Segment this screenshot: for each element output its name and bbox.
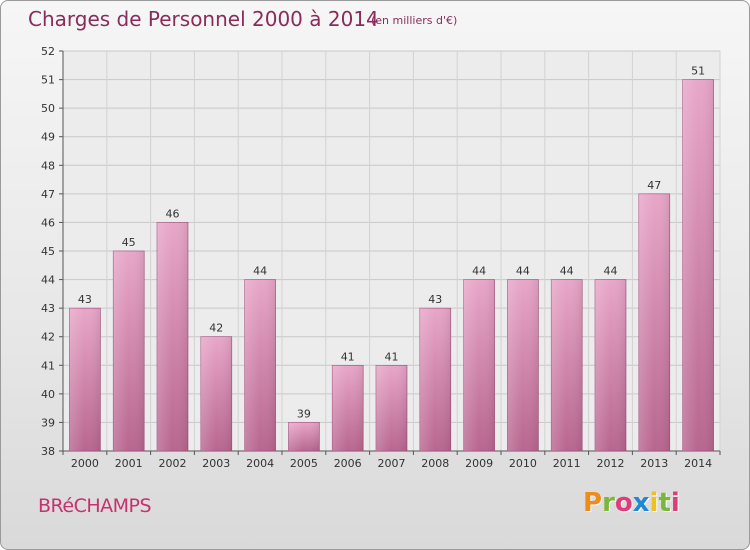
y-tick-label: 52 [41,45,55,58]
y-tick-label: 39 [41,416,55,429]
y-tick-label: 43 [41,302,55,315]
value-label-2009: 44 [472,265,486,278]
y-tick-label: 45 [41,245,55,258]
value-label-2007: 41 [385,350,399,363]
proxiti-logo: Proxiti [583,488,680,518]
chart-subtitle: (en milliers d'€) [371,14,458,27]
y-tick-label: 51 [41,74,55,87]
labels: 43 2000 45 2001 46 2002 42 2003 44 2004 39 2005 41 20… [71,65,712,470]
logo-letter: o [614,488,633,518]
bar-shade-2013 [638,193,670,451]
place-name: BRéCHAMPS [38,495,152,517]
y-tick-label: 40 [41,388,55,401]
value-label-2002: 46 [166,207,180,220]
value-label-2010: 44 [516,265,530,278]
bar-shade-2003 [200,336,232,451]
x-tick-label-2014: 2014 [684,457,712,470]
x-tick-label-2002: 2002 [159,457,187,470]
y-tick-label: 44 [41,274,55,287]
x-tick-label-2007: 2007 [378,457,406,470]
bar-shade-2006 [332,365,364,451]
value-label-2013: 47 [647,179,661,192]
x-tick-label-2003: 2003 [202,457,230,470]
x-tick-label-2008: 2008 [421,457,449,470]
y-tick-label: 50 [41,102,55,115]
bar-shade-2005 [288,422,320,451]
bar-shade-2008 [419,308,451,451]
x-tick-label-2000: 2000 [71,457,99,470]
x-tick-label-2005: 2005 [290,457,318,470]
bar-shade-2002 [157,222,188,451]
y-tick-label: 48 [41,159,55,172]
bar-shade-2011 [551,279,583,451]
value-label-2011: 44 [560,265,574,278]
bar-shade-2009 [463,279,495,451]
value-label-2006: 41 [341,350,355,363]
bars [69,79,714,452]
y-tick-label: 41 [41,359,55,372]
y-tick-label: 47 [41,188,55,201]
bar-shade-2004 [244,279,276,451]
value-label-2004: 44 [253,265,267,278]
value-label-2000: 43 [78,293,92,306]
x-tick-label-2011: 2011 [553,457,581,470]
value-label-2014: 51 [691,65,705,78]
value-label-2005: 39 [297,407,311,420]
bar-shade-2014 [682,79,714,452]
y-tick-label: 49 [41,131,55,144]
logo-letter: r [602,488,615,518]
x-tick-label-2013: 2013 [640,457,668,470]
bar-shade-2000 [69,308,101,451]
bar-shade-2012 [595,279,626,451]
value-label-2008: 43 [428,293,442,306]
value-label-2012: 44 [604,265,618,278]
logo-letter: i [649,488,659,518]
logo-letter: t [658,488,671,518]
x-tick-label-2004: 2004 [246,457,274,470]
y-tick-label: 38 [41,445,55,458]
bar-shade-2001 [113,251,145,451]
value-label-2001: 45 [122,236,136,249]
value-label-2003: 42 [209,322,223,335]
chart-title: Charges de Personnel 2000 à 2014 [28,7,379,31]
logo-letter: P [583,488,603,518]
bar-shade-2007 [376,365,407,451]
x-tick-label-2006: 2006 [334,457,362,470]
bar-shade-2010 [507,279,539,451]
x-tick-label-2009: 2009 [465,457,493,470]
logo-letter: x [632,488,650,518]
x-tick-label-2001: 2001 [115,457,143,470]
y-tick-label: 42 [41,331,55,344]
logo-letter: i [670,488,680,518]
x-tick-label-2010: 2010 [509,457,537,470]
x-tick-label-2012: 2012 [597,457,625,470]
y-tick-label: 46 [41,216,55,229]
